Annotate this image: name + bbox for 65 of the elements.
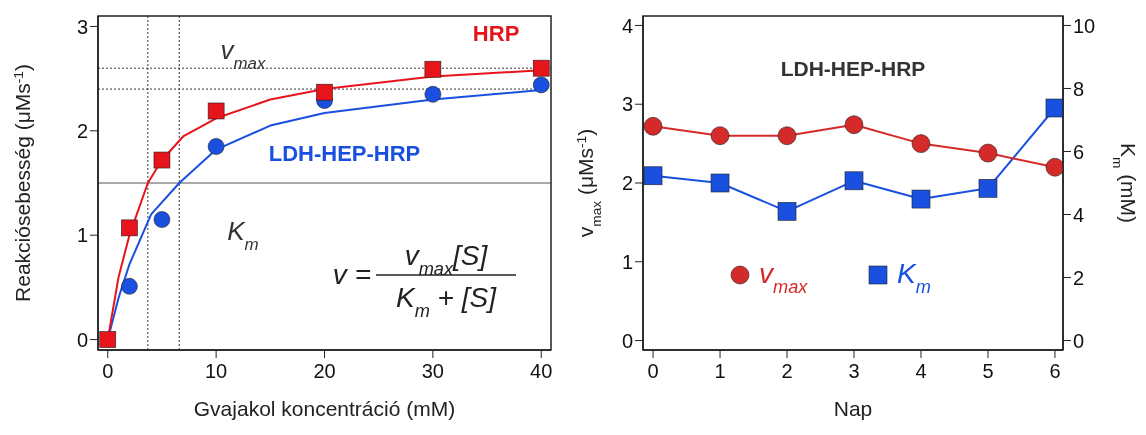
x-tick-label: 5 — [982, 360, 994, 383]
y-tick-label: 2 — [76, 119, 88, 142]
annotation: v$_{max}$[S] — [404, 240, 489, 279]
point — [978, 143, 998, 163]
y-tick-label: 0 — [621, 329, 633, 352]
point — [1045, 98, 1063, 118]
x-tick-label: 0 — [102, 360, 114, 383]
point — [99, 331, 117, 348]
point — [844, 171, 864, 191]
x-axis-title: Gvajakol koncentráció (mM) — [193, 397, 456, 420]
y2-tick-label: 10 — [1073, 14, 1096, 37]
annotation: v = — [332, 259, 371, 290]
x-tick-label: 6 — [1049, 360, 1061, 383]
y2-tick-label: 4 — [1073, 203, 1085, 226]
y2-tick-label: 8 — [1073, 77, 1085, 100]
x-tick-label: 30 — [421, 360, 444, 383]
x-tick-label: 0 — [647, 360, 659, 383]
point — [777, 126, 797, 146]
point — [532, 59, 550, 77]
point — [316, 83, 333, 101]
series-label: HRP — [472, 21, 520, 47]
y-tick-label: 0 — [76, 328, 88, 351]
annotation: K$_{m}$ + [S] — [396, 282, 498, 321]
x-axis-title: Nap — [833, 397, 873, 420]
point — [424, 60, 442, 78]
series-label: LDH-HEP-HRP — [268, 140, 421, 166]
x-tick-label: 1 — [714, 360, 726, 383]
point — [424, 85, 442, 103]
y2-tick-label: 6 — [1073, 140, 1085, 163]
point — [153, 211, 171, 228]
x-tick-label: 40 — [530, 360, 553, 383]
point — [532, 76, 550, 94]
x-tick-label: 20 — [313, 360, 336, 383]
point — [121, 278, 138, 295]
x-tick-label: 4 — [915, 360, 927, 383]
point — [777, 202, 797, 221]
point — [911, 189, 931, 209]
annotation: v$_{max}$ — [220, 35, 266, 73]
y2-tick-label: 0 — [1073, 329, 1085, 352]
point — [710, 126, 730, 146]
point — [1045, 157, 1063, 177]
legend-label: K$_{m}$ — [897, 258, 931, 297]
y-tick-label: 3 — [621, 93, 633, 116]
annotation: K$_{m}$ — [227, 215, 259, 254]
point — [911, 134, 931, 153]
y-tick-label: 1 — [76, 224, 88, 247]
point — [207, 138, 225, 155]
point — [207, 102, 225, 120]
y-tick-label: 1 — [621, 250, 633, 273]
point — [643, 166, 663, 186]
x-tick-label: 2 — [781, 360, 793, 383]
point — [978, 179, 998, 198]
point — [643, 116, 663, 136]
y2-tick-label: 2 — [1073, 266, 1085, 289]
y-tick-label: 4 — [621, 14, 633, 37]
point — [710, 173, 730, 193]
point — [844, 115, 864, 135]
point — [121, 219, 138, 237]
text: LDH-HEP-HRP — [780, 57, 926, 80]
legend-label: v$_{max}$ — [759, 258, 809, 297]
x-tick-label: 3 — [848, 360, 860, 383]
y-tick-label: 2 — [621, 172, 633, 195]
point — [153, 151, 171, 169]
y-tick-label: 3 — [76, 15, 88, 38]
x-tick-label: 10 — [205, 360, 228, 383]
